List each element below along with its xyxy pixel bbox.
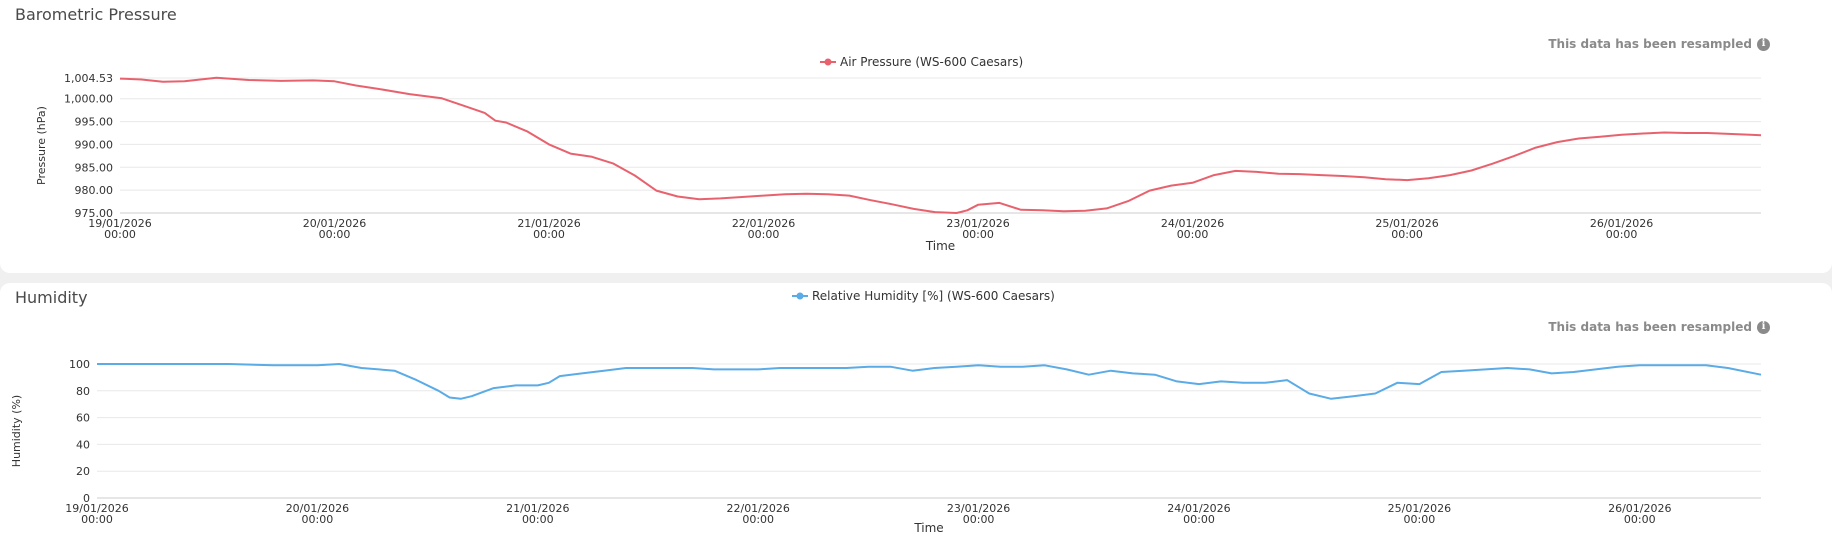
y-tick-label: 980.00 [75,184,114,197]
x-tick-time: 00:00 [1404,513,1436,526]
legend-label: Air Pressure (WS-600 Caesars) [840,55,1023,69]
x-tick-date: 23/01/2026 [947,502,1010,515]
info-icon[interactable]: i [1757,320,1770,334]
y-tick-label: 995.00 [75,116,114,129]
x-tick-date: 25/01/2026 [1388,502,1451,515]
x-tick-time: 00:00 [742,513,774,526]
pressure-resampled-text: This data has been resampled [1548,37,1752,51]
y-tick-label: 1,000.00 [64,93,113,106]
x-tick-time: 00:00 [1177,228,1209,241]
y-tick-label: 1,004.53 [64,72,113,85]
x-tick-time: 00:00 [1606,228,1638,241]
series-line[interactable] [119,76,1762,214]
x-tick-date: 20/01/2026 [286,502,349,515]
x-tick-time: 00:00 [302,513,334,526]
x-tick-time: 00:00 [748,228,780,241]
x-tick-date: 24/01/2026 [1167,502,1230,515]
x-axis-title: Time [913,521,943,535]
y-tick-label: 40 [76,438,90,451]
y-tick-label: 60 [76,412,90,425]
y-tick-label: 100 [69,358,90,371]
x-tick-time: 00:00 [1391,228,1423,241]
legend-label: Relative Humidity [%] (WS-600 Caesars) [812,289,1055,303]
x-tick-date: 25/01/2026 [1375,217,1438,230]
y-tick-label: 975.00 [75,207,114,220]
humidity-panel: Humidity This data has been resampled i … [0,283,1832,551]
x-axis-title: Time [925,239,955,253]
humidity-panel-title: Humidity [15,288,88,307]
x-tick-date: 22/01/2026 [726,502,789,515]
legend-item[interactable]: Relative Humidity [%] (WS-600 Caesars) [792,289,1055,303]
x-tick-date: 19/01/2026 [65,502,128,515]
x-tick-time: 00:00 [963,513,995,526]
x-tick-time: 00:00 [533,228,565,241]
pressure-panel-title: Barometric Pressure [15,5,177,24]
y-axis-title: Pressure (hPa) [35,106,48,185]
x-tick-time: 00:00 [81,513,113,526]
y-tick-label: 985.00 [75,161,114,174]
x-tick-date: 26/01/2026 [1608,502,1671,515]
x-tick-date: 21/01/2026 [506,502,569,515]
x-tick-time: 00:00 [1624,513,1656,526]
legend-item[interactable]: Air Pressure (WS-600 Caesars) [820,55,1023,69]
y-tick-label: 990.00 [75,138,114,151]
x-tick-time: 00:00 [962,228,994,241]
x-tick-time: 00:00 [1183,513,1215,526]
x-tick-date: 19/01/2026 [88,217,151,230]
x-tick-date: 20/01/2026 [303,217,366,230]
x-tick-time: 00:00 [522,513,554,526]
info-icon[interactable]: i [1757,37,1770,51]
series-line[interactable] [97,363,1762,400]
x-tick-date: 26/01/2026 [1590,217,1653,230]
humidity-resampled-text: This data has been resampled [1548,320,1752,334]
y-axis-title: Humidity (%) [10,395,23,467]
legend-marker [796,292,804,300]
y-tick-label: 0 [83,492,90,505]
humidity-chart[interactable]: 02040608010019/01/202600:0020/01/202600:… [0,283,1832,551]
x-tick-date: 21/01/2026 [517,217,580,230]
pressure-chart[interactable]: 975.00 980.00 985.00 990.00 995.00 1,000.00 1,… [0,0,1832,273]
humidity-resampled-note: This data has been resampled i [1548,320,1770,334]
x-tick-date: 23/01/2026 [946,217,1009,230]
x-tick-time: 00:00 [104,228,136,241]
x-tick-date: 22/01/2026 [732,217,795,230]
y-tick-label: 20 [76,465,90,478]
x-tick-time: 00:00 [319,228,351,241]
pressure-resampled-note: This data has been resampled i [1548,37,1770,51]
y-tick-label: 80 [76,385,90,398]
pressure-panel: Barometric Pressure This data has been r… [0,0,1832,273]
legend-marker [824,58,832,66]
x-tick-date: 24/01/2026 [1161,217,1224,230]
